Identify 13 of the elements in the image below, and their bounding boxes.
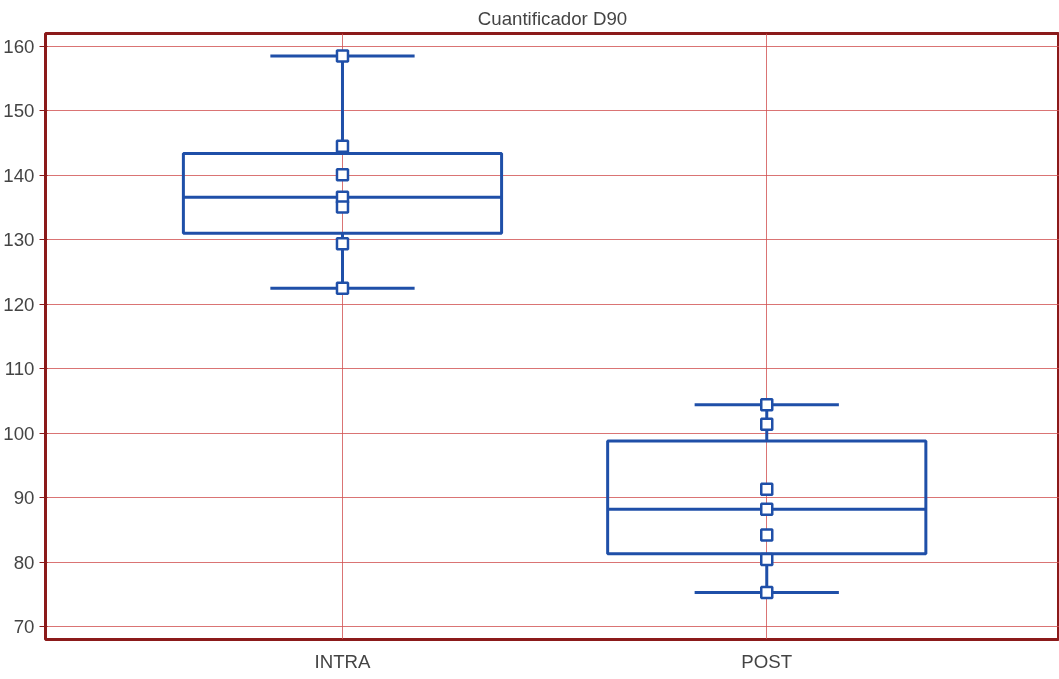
- y-tick-label: 90: [13, 487, 35, 509]
- x-tick-label: INTRA: [314, 650, 372, 672]
- y-tick-label: 110: [4, 358, 35, 380]
- chart-title: Cuantificador D90: [477, 7, 628, 29]
- y-tick-label: 70: [13, 616, 35, 638]
- y-tick-label: 160: [3, 35, 35, 57]
- y-tick-label: 80: [13, 551, 35, 573]
- y-tick-label: 130: [3, 229, 35, 251]
- y-tick-label: 120: [3, 293, 35, 315]
- y-tick-label: 140: [3, 164, 35, 186]
- y-tick-label: 150: [3, 100, 35, 122]
- y-tick-label: 100: [3, 422, 35, 444]
- x-tick-label: POST: [741, 650, 793, 672]
